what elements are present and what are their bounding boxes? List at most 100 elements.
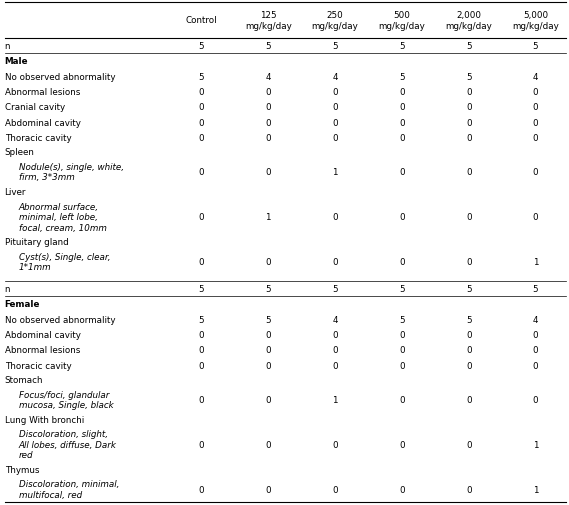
Text: 0: 0: [466, 361, 472, 370]
Text: 0: 0: [265, 103, 271, 112]
Text: 0: 0: [466, 168, 472, 177]
Text: 0: 0: [265, 168, 271, 177]
Text: 0: 0: [265, 330, 271, 339]
Text: Discoloration, slight,
All lobes, diffuse, Dark
red: Discoloration, slight, All lobes, diffus…: [19, 430, 117, 459]
Text: 5: 5: [533, 284, 538, 293]
Text: 1: 1: [533, 485, 538, 494]
Text: 0: 0: [399, 330, 405, 339]
Text: Pituitary gland: Pituitary gland: [5, 238, 68, 246]
Text: 0: 0: [466, 485, 472, 494]
Text: 0: 0: [199, 134, 204, 143]
Text: 0: 0: [466, 119, 472, 127]
Text: 1: 1: [533, 258, 538, 267]
Text: 5: 5: [399, 73, 405, 82]
Text: Thoracic cavity: Thoracic cavity: [5, 361, 71, 370]
Text: 0: 0: [399, 168, 405, 177]
Text: 0: 0: [265, 258, 271, 267]
Text: Abnormal lesions: Abnormal lesions: [5, 88, 80, 97]
Text: 0: 0: [399, 395, 405, 404]
Text: 0: 0: [399, 485, 405, 494]
Text: Abnormal surface,
minimal, left lobe,
focal, cream, 10mm: Abnormal surface, minimal, left lobe, fo…: [19, 203, 106, 232]
Text: 1: 1: [533, 440, 538, 449]
Text: 0: 0: [265, 395, 271, 404]
Text: n: n: [5, 42, 10, 51]
Text: 0: 0: [399, 440, 405, 449]
Text: 5: 5: [466, 73, 472, 82]
Text: 5: 5: [199, 315, 204, 324]
Text: 0: 0: [265, 440, 271, 449]
Text: Male: Male: [5, 58, 28, 66]
Text: Thymus: Thymus: [5, 465, 39, 474]
Text: No observed abnormality: No observed abnormality: [5, 315, 115, 324]
Text: 0: 0: [533, 395, 538, 404]
Text: 5: 5: [265, 42, 271, 51]
Text: 0: 0: [332, 119, 338, 127]
Text: 0: 0: [533, 134, 538, 143]
Text: 5: 5: [466, 42, 472, 51]
Text: 0: 0: [332, 345, 338, 355]
Text: 4: 4: [533, 315, 538, 324]
Text: n: n: [5, 284, 10, 293]
Text: 0: 0: [466, 440, 472, 449]
Text: 5: 5: [399, 42, 405, 51]
Text: Abnormal lesions: Abnormal lesions: [5, 345, 80, 355]
Text: 0: 0: [332, 440, 338, 449]
Text: 5: 5: [399, 284, 405, 293]
Text: 0: 0: [199, 485, 204, 494]
Text: 5: 5: [466, 315, 472, 324]
Text: 5: 5: [332, 42, 338, 51]
Text: 5: 5: [332, 284, 338, 293]
Text: 1: 1: [332, 168, 338, 177]
Text: Abdominal cavity: Abdominal cavity: [5, 119, 80, 127]
Text: 0: 0: [533, 330, 538, 339]
Text: 0: 0: [399, 361, 405, 370]
Text: 0: 0: [199, 330, 204, 339]
Text: 0: 0: [265, 345, 271, 355]
Text: No observed abnormality: No observed abnormality: [5, 73, 115, 82]
Text: 5: 5: [199, 42, 204, 51]
Text: Liver: Liver: [5, 188, 26, 197]
Text: 0: 0: [265, 134, 271, 143]
Text: 0: 0: [399, 134, 405, 143]
Text: 5: 5: [265, 315, 271, 324]
Text: Discoloration, minimal,
multifocal, red: Discoloration, minimal, multifocal, red: [19, 480, 119, 499]
Text: 1: 1: [332, 395, 338, 404]
Text: 0: 0: [332, 330, 338, 339]
Text: Stomach: Stomach: [5, 375, 43, 384]
Text: 0: 0: [199, 103, 204, 112]
Text: 0: 0: [533, 103, 538, 112]
Text: Thoracic cavity: Thoracic cavity: [5, 134, 71, 143]
Text: 0: 0: [265, 485, 271, 494]
Text: 0: 0: [466, 258, 472, 267]
Text: 5: 5: [466, 284, 472, 293]
Text: 0: 0: [199, 345, 204, 355]
Text: Nodule(s), single, white,
firm, 3*3mm: Nodule(s), single, white, firm, 3*3mm: [19, 163, 124, 182]
Text: 0: 0: [399, 88, 405, 97]
Text: 0: 0: [533, 213, 538, 222]
Text: 0: 0: [533, 345, 538, 355]
Text: 125
mg/kg/day: 125 mg/kg/day: [245, 11, 291, 31]
Text: 0: 0: [533, 119, 538, 127]
Text: 0: 0: [466, 395, 472, 404]
Text: 0: 0: [265, 88, 271, 97]
Text: 0: 0: [533, 88, 538, 97]
Text: 4: 4: [533, 73, 538, 82]
Text: 5: 5: [533, 42, 538, 51]
Text: 4: 4: [332, 73, 338, 82]
Text: 0: 0: [332, 258, 338, 267]
Text: Focus/foci, glandular
mucosa, Single, black: Focus/foci, glandular mucosa, Single, bl…: [19, 390, 114, 409]
Text: Female: Female: [5, 300, 40, 309]
Text: 0: 0: [199, 258, 204, 267]
Text: 0: 0: [466, 213, 472, 222]
Text: 0: 0: [332, 134, 338, 143]
Text: 0: 0: [466, 345, 472, 355]
Text: 0: 0: [399, 103, 405, 112]
Text: 0: 0: [199, 88, 204, 97]
Text: 5,000
mg/kg/day: 5,000 mg/kg/day: [512, 11, 559, 31]
Text: 4: 4: [265, 73, 271, 82]
Text: Spleen: Spleen: [5, 148, 35, 157]
Text: Control: Control: [185, 16, 217, 25]
Text: 5: 5: [199, 284, 204, 293]
Text: 5: 5: [265, 284, 271, 293]
Text: 0: 0: [332, 485, 338, 494]
